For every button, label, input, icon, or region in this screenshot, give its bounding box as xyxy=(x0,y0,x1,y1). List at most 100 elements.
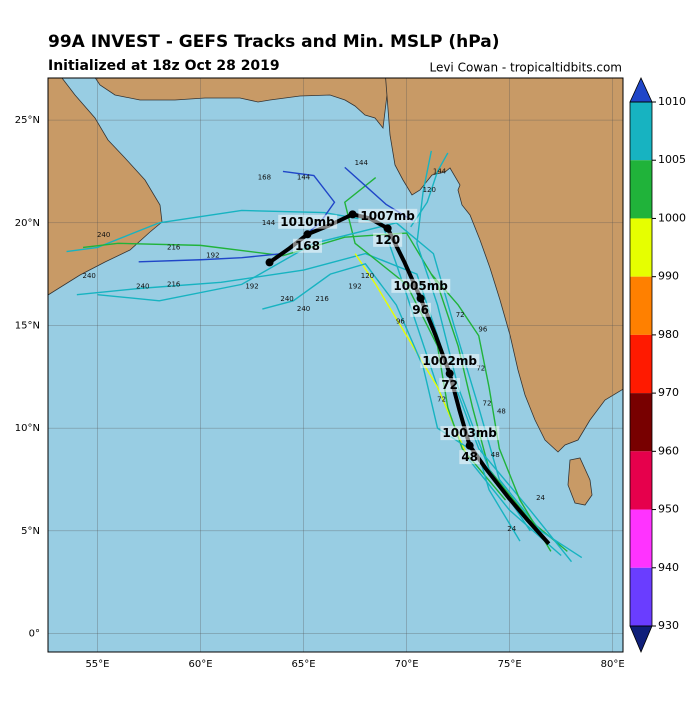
member-label: 24 xyxy=(536,494,545,502)
x-tick-label: 70°E xyxy=(395,659,419,670)
sri-lanka xyxy=(567,457,593,506)
label-box xyxy=(439,378,461,393)
colorbar-band xyxy=(630,160,652,219)
x-tick-label: 60°E xyxy=(188,659,212,670)
member-label: 96 xyxy=(478,326,487,334)
x-tick-label: 55°E xyxy=(85,659,109,670)
member-label: 168 xyxy=(258,174,271,182)
member-track xyxy=(76,252,573,563)
y-tick-label: 25°N xyxy=(15,115,40,126)
member-label: 192 xyxy=(245,282,258,290)
member-label: 192 xyxy=(348,282,361,290)
colorbar-tick-label: 950 xyxy=(658,503,679,516)
label-box xyxy=(410,302,431,317)
member-label: 192 xyxy=(206,252,219,260)
india xyxy=(385,78,623,453)
member-label: 72 xyxy=(456,311,465,319)
y-tick-label: 5°N xyxy=(21,526,40,537)
map-frame xyxy=(47,77,624,653)
member-label: 240 xyxy=(136,282,149,290)
member-track xyxy=(410,152,449,228)
member-label: 240 xyxy=(83,272,96,280)
mean-track-pressure: 1010mb xyxy=(280,215,335,229)
member-label: 240 xyxy=(97,231,110,239)
mean-track-pressure: 1007mb xyxy=(360,209,415,223)
mean-track-dot xyxy=(303,230,312,239)
mean-track-hour: 48 xyxy=(461,450,478,464)
member-track xyxy=(416,150,531,532)
member-track xyxy=(354,253,470,460)
y-tick-label: 15°N xyxy=(15,320,40,331)
chart-title: 99A INVEST - GEFS Tracks and Min. MSLP (… xyxy=(48,32,500,52)
colorbar-band xyxy=(630,102,652,161)
mean-track-pressure: 1005mb xyxy=(393,279,448,293)
colorbar-tick-label: 1010 xyxy=(658,95,686,108)
colorbar-band xyxy=(630,451,652,510)
mean-track-dot xyxy=(445,369,454,378)
credit: Levi Cowan - tropicaltidbits.com xyxy=(429,61,622,75)
colorbar: 1010 1005 1000 990 980 970 960 950 940 930 xyxy=(629,77,686,654)
member-label: 48 xyxy=(491,451,500,459)
member-label: 96 xyxy=(396,317,405,325)
mean-track-pressure: 1003mb xyxy=(442,426,497,440)
colorbar-band xyxy=(630,218,652,277)
iran-pakistan xyxy=(94,78,390,129)
y-tick-label: 0° xyxy=(29,629,40,640)
member-label: 240 xyxy=(280,295,293,303)
member-label: 216 xyxy=(167,280,181,288)
labels: 144 168 144 144 120 144 240 216 192 240 240 216 192 2… xyxy=(83,159,546,533)
colorbar-tick-label: 1005 xyxy=(658,153,686,166)
colorbar-tick-label: 940 xyxy=(658,561,679,574)
member-label: 120 xyxy=(423,186,436,194)
x-tick-label: 65°E xyxy=(292,659,316,670)
mean-track-dot xyxy=(465,441,474,450)
member-label: 48 xyxy=(497,408,506,416)
member-track xyxy=(262,263,521,542)
mean-track-pressure: 1002mb xyxy=(422,354,477,368)
grid: 55°E 60°E 65°E 70°E 75°E 80°E 0° 5°N 10°N 15°N 20°… xyxy=(15,78,625,670)
colorbar-band xyxy=(630,509,652,568)
colorbar-arrow xyxy=(629,625,653,654)
colorbar-tick-label: 990 xyxy=(658,270,679,283)
member-label: 72 xyxy=(437,395,446,403)
colorbar-band xyxy=(630,393,652,452)
label-box xyxy=(292,238,323,253)
mean-track-dot xyxy=(265,258,274,267)
colorbar-tick-label: 1000 xyxy=(658,211,686,224)
member-label: 144 xyxy=(262,219,276,227)
mean-track-hour: 120 xyxy=(375,233,400,247)
label-box xyxy=(391,278,451,293)
x-tick-label: 75°E xyxy=(498,659,522,670)
member-label: 240 xyxy=(297,305,310,313)
label-box xyxy=(459,450,481,465)
member-label: 216 xyxy=(315,295,329,303)
x-tick-label: 80°E xyxy=(601,659,625,670)
mean-track-hour: 96 xyxy=(412,303,429,317)
colorbar-arrow xyxy=(629,77,653,103)
mean-track-dot xyxy=(416,294,425,303)
land xyxy=(48,78,623,506)
label-box xyxy=(278,214,338,229)
colorbar-tick-label: 960 xyxy=(658,444,679,457)
colorbar-band xyxy=(630,567,652,626)
colorbar-band xyxy=(630,334,652,394)
mean-track-hour: 72 xyxy=(441,378,458,392)
member-label: 24 xyxy=(507,525,516,533)
member-track xyxy=(97,222,583,559)
label-box xyxy=(420,354,480,369)
member-label: 144 xyxy=(355,159,369,167)
arabia xyxy=(48,78,163,296)
label-box xyxy=(358,208,418,223)
label-box xyxy=(373,232,403,247)
member-track xyxy=(430,273,552,552)
mean-track-dot xyxy=(383,224,392,233)
mean-track-dot xyxy=(348,210,357,219)
colorbar-tick-label: 930 xyxy=(658,619,679,632)
mean-track-hour: 168 xyxy=(295,239,320,253)
y-tick-label: 10°N xyxy=(15,423,40,434)
member-label: 144 xyxy=(297,174,311,182)
member-label: 216 xyxy=(167,243,181,251)
colorbar-tick-label: 980 xyxy=(658,328,679,341)
member-label: 72 xyxy=(483,400,492,408)
